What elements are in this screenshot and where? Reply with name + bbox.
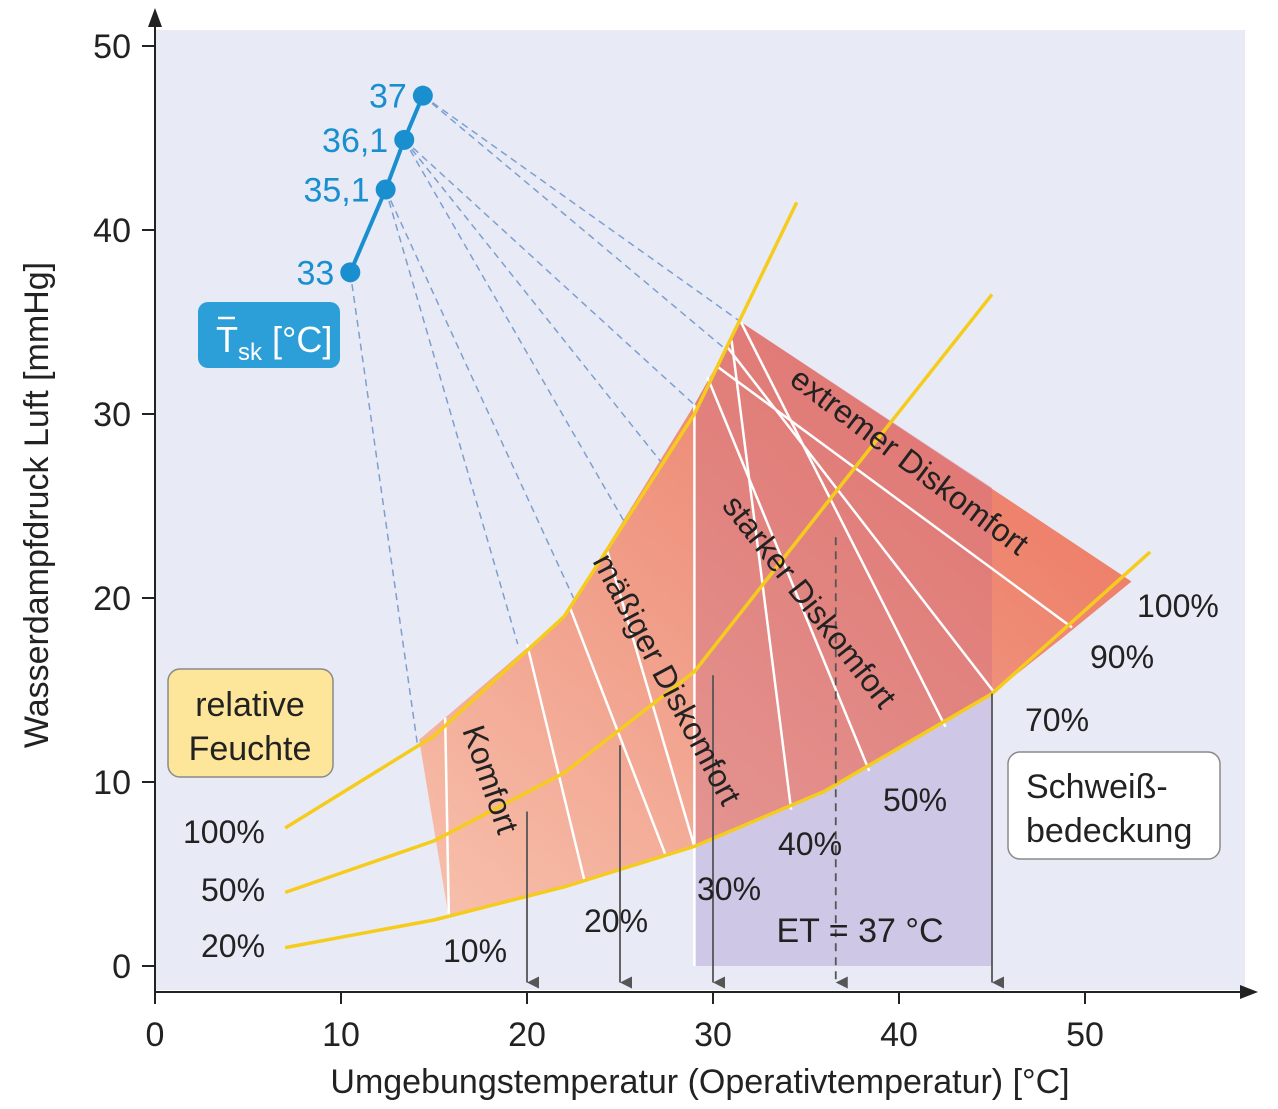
skin-temp-label-3: 37 [369, 78, 407, 116]
sweat-label-90: 90% [1090, 639, 1154, 675]
projection-dash-2 [403, 139, 625, 522]
skin-temp-label-1: 35,1 [303, 172, 369, 210]
rh-curve-50 [284, 293, 994, 895]
band-divider-5 [730, 340, 793, 810]
x-tick-label-40: 40 [880, 1016, 918, 1054]
discomfort-wedge [419, 322, 1132, 919]
x-tick-label-20: 20 [508, 1016, 546, 1054]
band-divider-7 [739, 321, 947, 728]
skin-temp-symbol: T [216, 319, 238, 360]
x-axis-arrowhead [1240, 985, 1258, 999]
sweat-label-30: 30% [697, 871, 761, 907]
skin-temp-label-0: 33 [296, 254, 334, 292]
sweat-label-70: 70% [1025, 702, 1089, 738]
sweat-label-20: 20% [584, 903, 648, 939]
skin-temp-box: Tsk [°C] [198, 302, 340, 368]
lines-layer [284, 95, 1152, 989]
y-tick-label-40: 40 [93, 212, 131, 250]
skin-temp-point-3 [412, 85, 433, 106]
band-divider-1 [525, 643, 586, 882]
rh-curve-100 [284, 201, 799, 830]
y-tick-label-30: 30 [93, 396, 131, 434]
x-tick-label-0: 0 [146, 1016, 165, 1054]
skin-temp-line [348, 94, 425, 274]
rh-curve-20 [284, 550, 1152, 950]
sweat-label-40: 40% [778, 826, 842, 862]
starker-band-tint [694, 322, 992, 847]
sweat-coverage-box: Schweiß- bedeckung [1007, 751, 1221, 860]
y-axis-title: Wasserdampfdruck Luft [mmHg] [18, 262, 56, 748]
x-tick-label-10: 10 [322, 1016, 360, 1054]
y-axis-arrowhead [148, 8, 162, 27]
zones-layer [419, 322, 1132, 966]
x-tick-label-30: 30 [694, 1016, 732, 1054]
x-tick-label-50: 50 [1066, 1016, 1104, 1054]
sweat-label-100: 100% [1137, 588, 1219, 624]
skin-temp-unit: [°C] [262, 319, 332, 360]
relative-humidity-line2: Feuchte [189, 730, 312, 768]
sweat-label-50: 50% [883, 782, 947, 818]
rh-label-20: 20% [201, 928, 265, 964]
skin-temp-label-2: 36,1 [322, 122, 388, 160]
skin-temp-point-2 [394, 129, 415, 150]
band-divider-0 [443, 717, 451, 919]
projection-dash-1 [384, 189, 519, 645]
projection-dash-3 [403, 139, 695, 406]
svg-text:Tsk [°C]: Tsk [°C] [216, 319, 332, 366]
sweat-coverage-line1: Schweiß- [1026, 768, 1168, 806]
band-divider-3 [605, 549, 696, 847]
projection-dash-0 [349, 272, 419, 744]
y-tick-label-20: 20 [93, 580, 131, 618]
relative-humidity-box: relative Feuchte [167, 668, 334, 778]
projection-dash-7 [422, 95, 727, 351]
sweat-coverage-region [694, 693, 992, 966]
relative-humidity-line1: relative [195, 686, 305, 724]
band-divider-9 [715, 365, 1073, 629]
et-label: ET = 37 °C [777, 912, 944, 950]
band-divider-8 [726, 346, 995, 693]
rh-label-100: 100% [183, 814, 265, 850]
band-divider-6 [706, 376, 871, 772]
rh-label-50: 50% [201, 872, 265, 908]
y-tick-label-0: 0 [112, 948, 131, 986]
y-tick-label-10: 10 [93, 764, 131, 802]
skin-temp-point-0 [340, 262, 361, 283]
skin-temp-subscript: sk [238, 339, 263, 366]
x-axis-title: Umgebungstemperatur (Operativtemperatur)… [330, 1063, 1069, 1101]
projection-dash-6 [403, 139, 662, 463]
labels-layer: 33 35,1 36,1 37 [296, 78, 433, 292]
axes-layer: 0 10 20 30 40 50 0 10 20 30 40 50 [93, 8, 1258, 1054]
sweat-coverage-line2: bedeckung [1026, 812, 1192, 850]
projection-dash-5 [384, 189, 575, 599]
sweat-label-10: 10% [443, 933, 507, 969]
skin-temp-point-1 [375, 179, 396, 200]
y-tick-label-50: 50 [93, 28, 131, 66]
projection-dash-4 [422, 95, 742, 323]
